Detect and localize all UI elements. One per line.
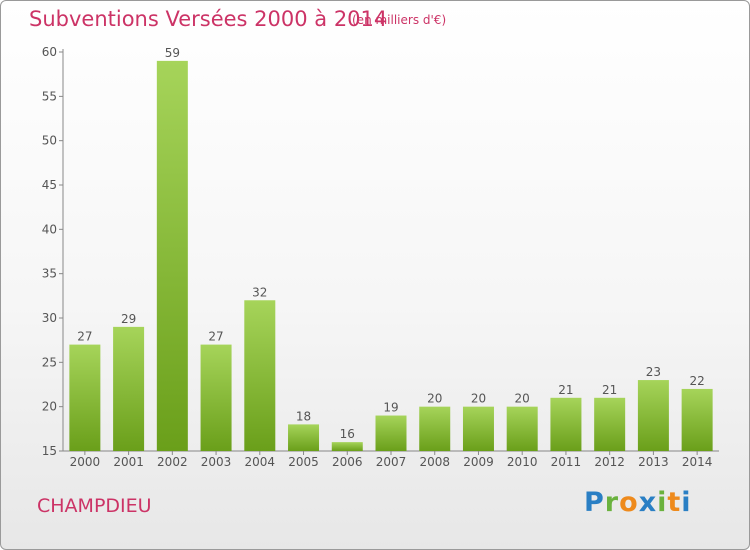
y-tick-label: 25 (42, 355, 57, 369)
bar (594, 397, 626, 451)
data-label: 29 (121, 312, 136, 326)
logo-letter: r (604, 487, 620, 518)
data-label: 59 (165, 46, 180, 60)
x-tick-label: 2011 (551, 455, 582, 469)
y-tick-label: 45 (42, 178, 57, 192)
bar (506, 406, 538, 451)
data-label: 21 (602, 383, 617, 397)
data-label: 19 (383, 401, 398, 415)
commune-name: CHAMPDIEU (37, 495, 152, 517)
bar (200, 344, 232, 451)
x-tick-label: 2009 (463, 455, 494, 469)
chart-labels: 2000 27 2001 29 2002 59 2003 27 2004 32 2005 18 2006… (70, 46, 713, 469)
chart-bars (69, 60, 713, 451)
data-label: 18 (296, 409, 311, 423)
data-label: 23 (646, 365, 661, 379)
bar (637, 380, 669, 451)
data-label: 27 (77, 330, 92, 344)
bar (69, 344, 101, 451)
x-tick-label: 2013 (638, 455, 669, 469)
bar (244, 300, 276, 451)
data-label: 27 (208, 330, 223, 344)
logo-letter: o (619, 487, 639, 518)
data-label: 22 (689, 374, 704, 388)
data-label: 32 (252, 285, 267, 299)
logo-letter: i (657, 487, 668, 518)
y-tick-label: 15 (42, 444, 57, 458)
bar (550, 397, 582, 451)
x-tick-label: 2008 (419, 455, 450, 469)
y-tick-label: 55 (42, 89, 57, 103)
y-tick-label: 30 (42, 311, 57, 325)
data-label: 20 (471, 392, 486, 406)
chart-title: Subventions Versées 2000 à 2014 (29, 7, 388, 31)
x-tick-label: 2002 (157, 455, 188, 469)
bar (681, 388, 713, 451)
x-tick-label: 2014 (682, 455, 713, 469)
x-tick-label: 2005 (288, 455, 319, 469)
logo-letter: t (667, 487, 682, 518)
logo-letter: i (681, 487, 692, 518)
x-tick-label: 2007 (376, 455, 407, 469)
proxiti-logo: Proxiti (584, 487, 692, 518)
bar (156, 60, 188, 451)
y-tick-label: 50 (42, 134, 57, 148)
x-tick-label: 2010 (507, 455, 538, 469)
chart-axes: 15 20 25 30 35 40 45 50 55 60 (42, 45, 719, 458)
y-tick-label: 60 (42, 45, 57, 59)
data-label: 20 (427, 392, 442, 406)
logo-letter: x (638, 487, 658, 518)
bar (288, 424, 320, 451)
logo-letter: P (584, 487, 605, 518)
bar (419, 406, 451, 451)
x-tick-label: 2003 (201, 455, 232, 469)
bar (462, 406, 494, 451)
chart-unit: (en milliers d'€) (352, 13, 447, 27)
bar (113, 326, 145, 451)
bar (375, 415, 407, 451)
data-label: 16 (340, 427, 355, 441)
y-tick-label: 20 (42, 400, 57, 414)
bar (331, 442, 363, 451)
x-tick-label: 2000 (70, 455, 101, 469)
data-label: 20 (515, 392, 530, 406)
y-tick-label: 35 (42, 267, 57, 281)
data-label: 21 (558, 383, 573, 397)
x-tick-label: 2012 (594, 455, 625, 469)
y-tick-label: 40 (42, 222, 57, 236)
x-tick-label: 2006 (332, 455, 363, 469)
x-tick-label: 2004 (245, 455, 276, 469)
x-tick-label: 2001 (113, 455, 144, 469)
